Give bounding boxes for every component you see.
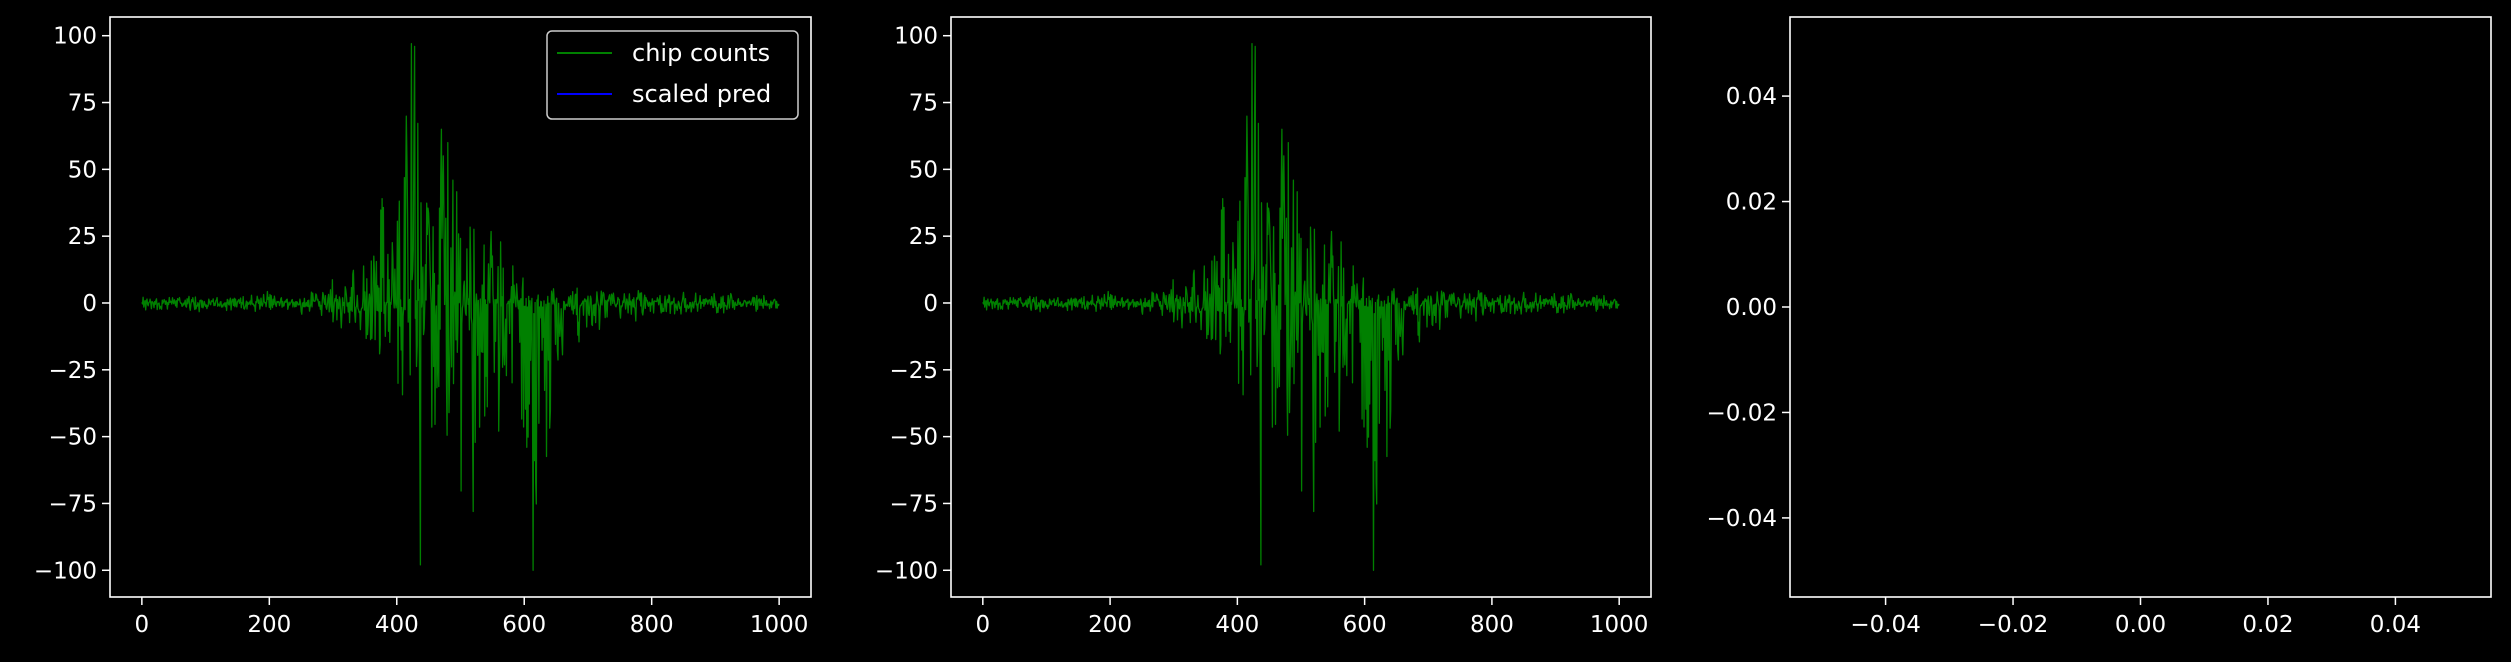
panel-1-y-tick-label-75: 75	[68, 91, 97, 117]
panel-2-x-tick-label-800: 800	[1470, 612, 1514, 638]
panel-1-x-tick-label-200: 200	[247, 612, 291, 638]
panel-1-y-ticks: 100 75 50 25 0 −25 −50 −75 −100	[34, 24, 110, 584]
panel-3-x-tick-label-0-02: 0.02	[2242, 612, 2293, 638]
panel-2-y-tick-label-100: 100	[894, 24, 938, 50]
panel-1-y-tick-label-50: 50	[68, 157, 97, 183]
panel-3-x-tick-label-minus-0-04: −0.04	[1850, 612, 1920, 638]
panel-1-x-tick-label-400: 400	[375, 612, 419, 638]
panel-1-series-chip-counts	[141, 43, 780, 571]
panel-3-y-tick-label-minus-0-02: −0.02	[1707, 400, 1777, 426]
panel-3-x-tick-label-0-00: 0.00	[2115, 612, 2166, 638]
panel-2-y-tick-label-minus-50: −50	[889, 425, 938, 451]
panel-1-y-tick-label-100: 100	[53, 24, 97, 50]
panel-2-series-line-0	[982, 43, 1620, 571]
panel-2-y-tick-label-50: 50	[909, 157, 938, 183]
panel-1-y-tick-label-minus-50: −50	[48, 425, 97, 451]
panel-2-y-tick-label-minus-25: −25	[889, 358, 938, 384]
panel-1-y-tick-label-0: 0	[82, 291, 97, 317]
panel-2-frame	[950, 16, 1652, 598]
panel-3-y-tick-label-0-04: 0.04	[1726, 84, 1777, 110]
panel-3: −0.04 −0.02 0.00 0.02 0.04 0.04 0.02 0.00 −0.02…	[1707, 16, 2492, 638]
panel-3-y-tick-label-0-02: 0.02	[1726, 190, 1777, 216]
panel-2-x-tick-label-0: 0	[975, 612, 990, 638]
panel-3-y-tick-label-minus-0-04: −0.04	[1707, 506, 1777, 532]
panel-1-y-tick-label-minus-25: −25	[48, 358, 97, 384]
panel-1-x-tick-label-800: 800	[630, 612, 674, 638]
panel-1-x-tick-label-1000: 1000	[750, 612, 809, 638]
legend-label-scaled-pred: scaled pred	[632, 80, 771, 108]
panel-2-y-tick-label-75: 75	[909, 91, 938, 117]
panel-1-y-tick-label-minus-100: −100	[34, 558, 97, 584]
panel-2-x-tick-label-600: 600	[1343, 612, 1387, 638]
panel-3-x-ticks: −0.04 −0.02 0.00 0.02 0.04	[1850, 597, 2421, 638]
panel-1-y-tick-label-minus-75: −75	[48, 491, 97, 517]
panel-2-y-tick-label-25: 25	[909, 224, 938, 250]
panel-1-frame	[109, 16, 812, 598]
panel-2-y-tick-label-0: 0	[923, 291, 938, 317]
panel-3-y-ticks: 0.04 0.02 0.00 −0.02 −0.04	[1707, 84, 1790, 532]
panel-1-x-tick-label-600: 600	[502, 612, 546, 638]
panel-1-x-tick-label-0: 0	[135, 612, 150, 638]
panel-1-series	[141, 43, 780, 571]
panel-2-series	[982, 43, 1620, 571]
panel-2-x-ticks: 0 200 400 600 800 1000	[975, 597, 1648, 638]
panel-2-x-tick-label-400: 400	[1215, 612, 1259, 638]
panel-2-x-tick-label-1000: 1000	[1590, 612, 1649, 638]
panel-3-x-tick-label-0-04: 0.04	[2370, 612, 2421, 638]
legend-label-chip-counts: chip counts	[632, 39, 770, 67]
legend: chip counts scaled pred	[546, 30, 799, 120]
panel-1-y-tick-label-25: 25	[68, 224, 97, 250]
panel-1-x-ticks: 0 200 400 600 800 1000	[135, 597, 809, 638]
panel-2: 0 200 400 600 800 1000 100 75 50 25 0 −25 −50 −75 −10…	[875, 16, 1652, 638]
panel-2-y-tick-label-minus-75: −75	[889, 491, 938, 517]
panel-3-y-tick-label-0-00: 0.00	[1726, 295, 1777, 321]
panel-1: 0 200 400 600 800 1000 100 75 50 25 0 −25 −50 −75 −10…	[34, 16, 812, 638]
panel-2-y-tick-label-minus-100: −100	[875, 558, 938, 584]
panel-3-x-tick-label-minus-0-02: −0.02	[1978, 612, 2048, 638]
panel-2-y-ticks: 100 75 50 25 0 −25 −50 −75 −100	[875, 24, 951, 584]
panel-2-x-tick-label-200: 200	[1088, 612, 1132, 638]
